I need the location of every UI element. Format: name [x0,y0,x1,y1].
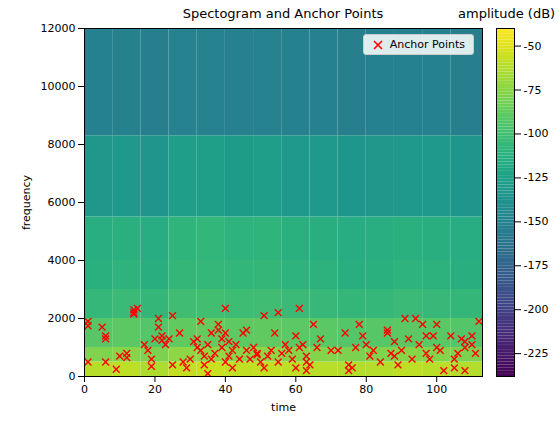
svg-text:-175: -175 [524,259,549,272]
html-text:Spectogram and Anchor Points: Spectogram and Anchor Points [182,6,384,21]
html-text:Anchor Points: Anchor Points [389,38,465,51]
html-text:amplitude (dB): amplitude (dB) [458,6,556,21]
svg-text:20: 20 [148,383,162,396]
svg-text:-125: -125 [524,171,549,184]
svg-text:-150: -150 [524,215,549,228]
svg-text:frequency: frequency [20,174,33,230]
svg-text:0: 0 [81,383,88,396]
svg-text:60: 60 [289,383,303,396]
svg-text:0: 0 [69,370,76,383]
svg-text:12000: 12000 [41,22,76,35]
svg-text:6000: 6000 [48,196,76,209]
svg-text:-100: -100 [524,127,549,140]
svg-text:-200: -200 [524,303,549,316]
svg-text:100: 100 [426,383,447,396]
svg-text:40: 40 [218,383,232,396]
svg-text:4000: 4000 [48,254,76,267]
svg-text:-50: -50 [524,40,542,53]
svg-text:8000: 8000 [48,138,76,151]
svg-text:time: time [271,401,296,414]
svg-text:80: 80 [359,383,373,396]
svg-text:10000: 10000 [41,80,76,93]
svg-text:2000: 2000 [48,312,76,325]
svg-text:-225: -225 [524,347,549,360]
svg-text:-75: -75 [524,84,542,97]
